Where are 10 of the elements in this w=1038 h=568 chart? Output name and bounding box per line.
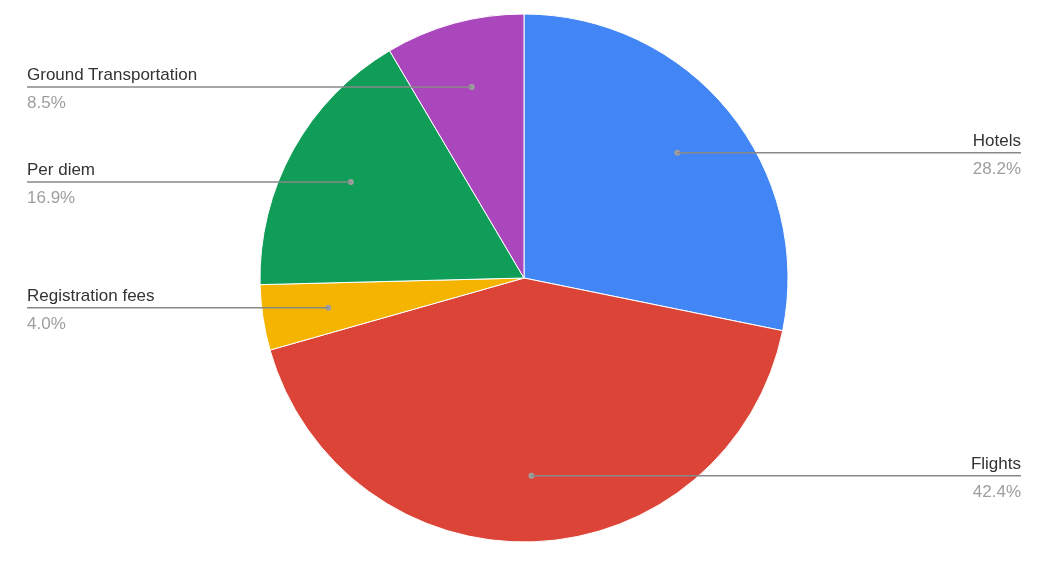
slice-label: Flights [970,453,1021,473]
data-label: 4.0% [27,313,66,333]
slice-label: Hotels [972,130,1021,150]
data-label: 16.9% [27,188,76,208]
data-label: 28.2% [972,158,1021,178]
slice-label: Per diem [27,160,96,180]
slice-label: Ground Transportation [27,65,198,85]
data-label: 8.5% [27,93,66,113]
slice-label: Registration fees [27,285,155,305]
data-label: 42.4% [972,481,1021,501]
